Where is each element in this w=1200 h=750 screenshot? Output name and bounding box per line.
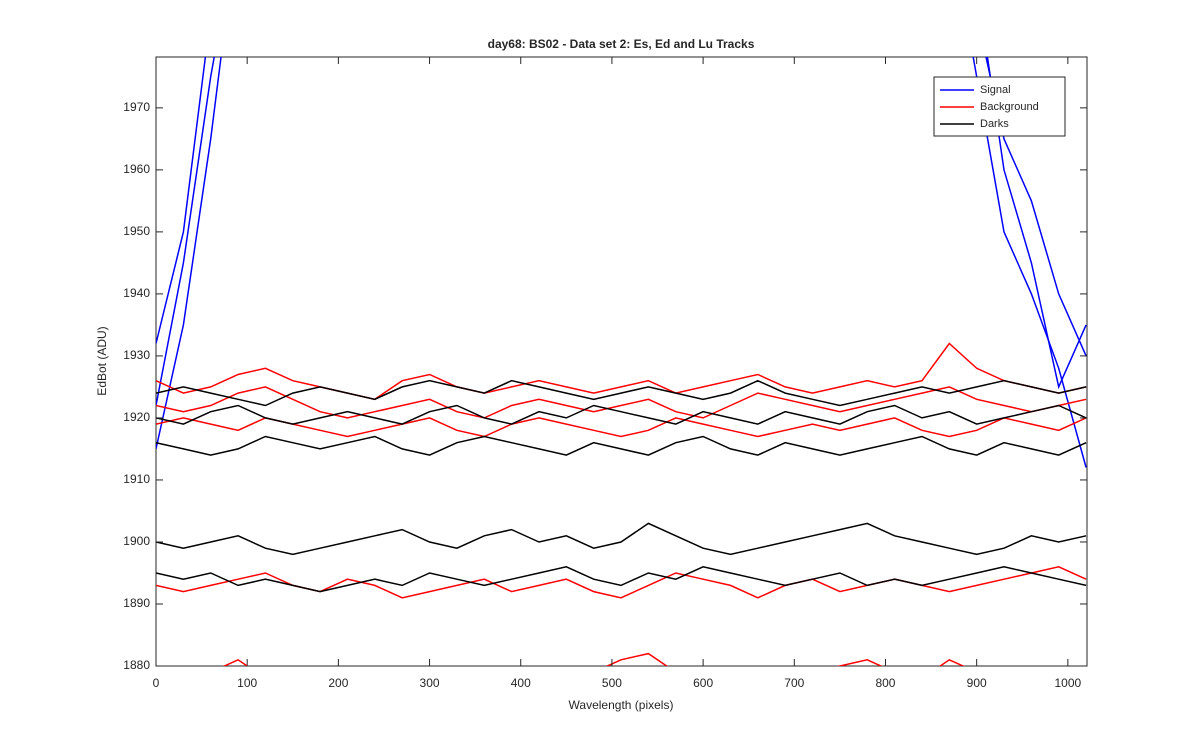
y-tick-label: 1930 bbox=[123, 348, 150, 362]
series-line bbox=[156, 522, 1087, 556]
y-tick-label: 1920 bbox=[123, 410, 150, 424]
plot-lines bbox=[156, 57, 1087, 666]
plot-area bbox=[155, 56, 1088, 667]
y-tick-label: 1970 bbox=[123, 100, 150, 114]
legend-label: Signal bbox=[980, 84, 1011, 96]
legend-label: Background bbox=[980, 101, 1039, 113]
chart-title: day68: BS02 - Data set 2: Es, Ed and Lu … bbox=[488, 37, 755, 51]
x-tick-label: 300 bbox=[420, 676, 440, 690]
series-line bbox=[156, 386, 1087, 419]
x-tick-label: 100 bbox=[237, 676, 257, 690]
y-tick-label: 1960 bbox=[123, 162, 150, 176]
series-line bbox=[156, 404, 1087, 425]
x-tick-label: 600 bbox=[693, 676, 713, 690]
x-tick-label: 800 bbox=[875, 676, 895, 690]
x-tick-label: 200 bbox=[328, 676, 348, 690]
y-tick-label: 1880 bbox=[123, 658, 150, 672]
series-line bbox=[156, 342, 1087, 401]
y-axis-label: EdBot (ADU) bbox=[95, 326, 109, 395]
x-tick-label: 1000 bbox=[1054, 676, 1081, 690]
y-tick-label: 1950 bbox=[123, 224, 150, 238]
series-line bbox=[156, 435, 1087, 456]
x-tick-label: 400 bbox=[511, 676, 531, 690]
y-tick-label: 1940 bbox=[123, 286, 150, 300]
x-tick-label: 0 bbox=[153, 676, 160, 690]
y-tick-label: 1910 bbox=[123, 472, 150, 486]
series-line bbox=[156, 379, 1087, 407]
series-line bbox=[222, 652, 965, 666]
legend-label: Darks bbox=[980, 118, 1009, 130]
y-tick-label: 1890 bbox=[123, 596, 150, 610]
x-tick-label: 500 bbox=[602, 676, 622, 690]
series-line bbox=[156, 417, 1087, 438]
x-tick-label: 700 bbox=[784, 676, 804, 690]
series-line bbox=[156, 566, 1087, 593]
x-tick-label: 900 bbox=[967, 676, 987, 690]
y-tick-label: 1900 bbox=[123, 534, 150, 548]
x-axis-label: Wavelength (pixels) bbox=[569, 698, 674, 712]
